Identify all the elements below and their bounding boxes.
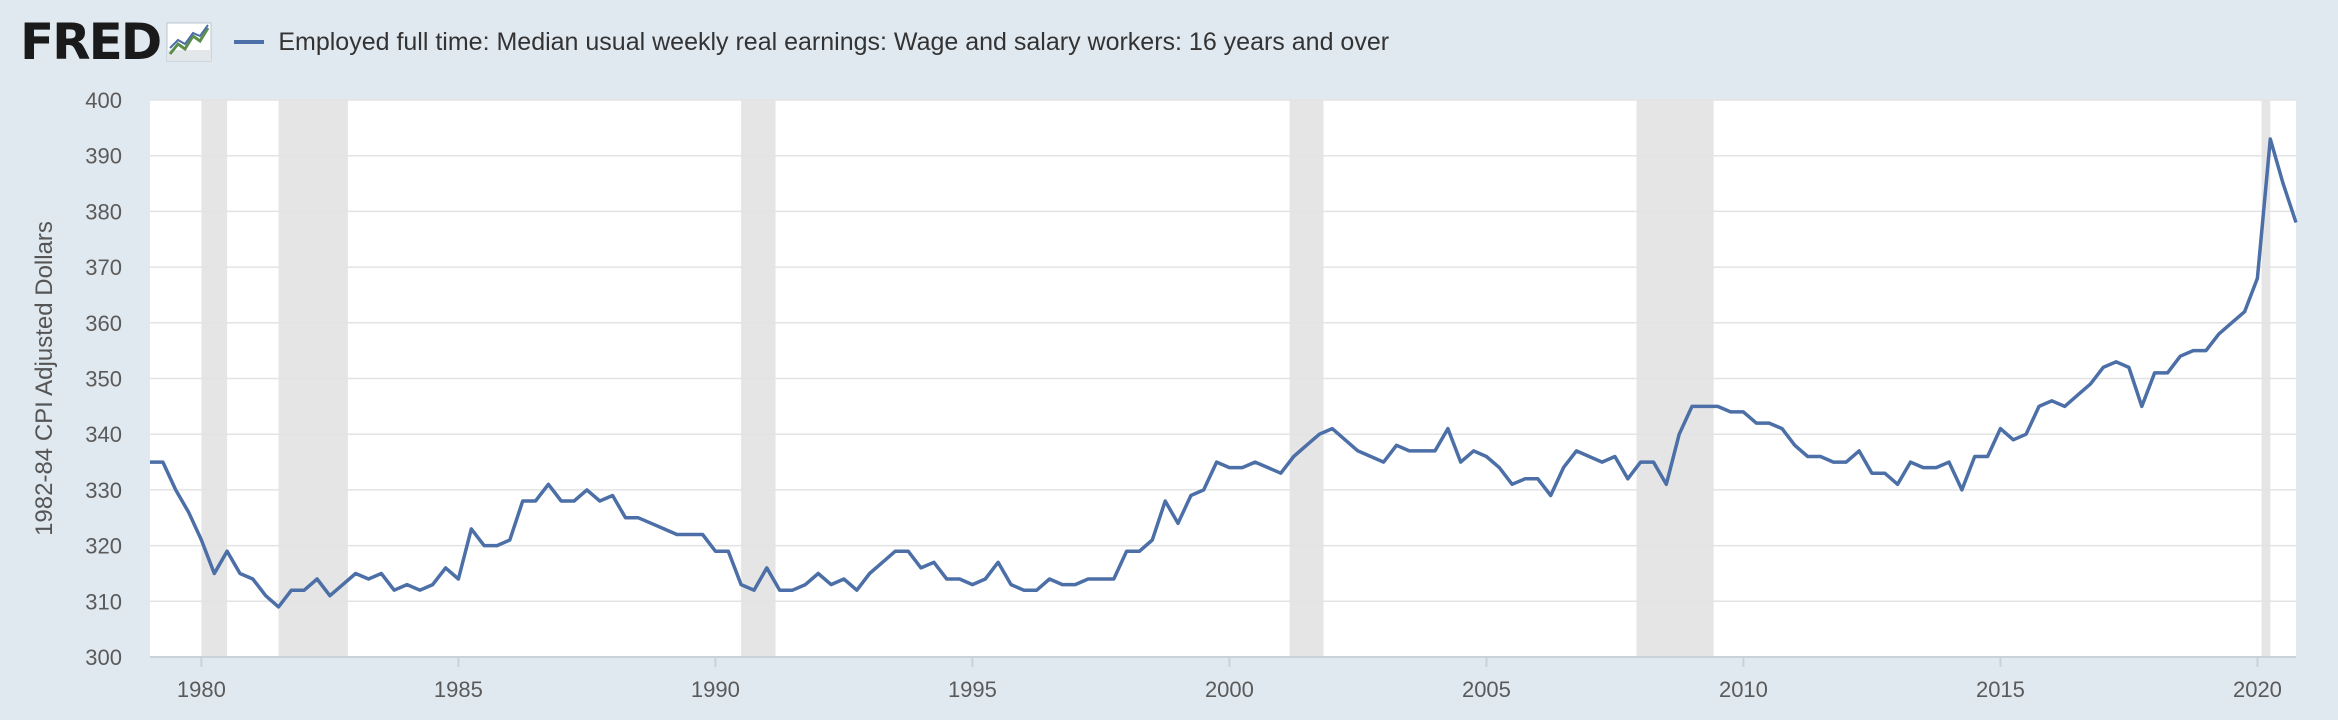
- y-tick-label-310: 310: [85, 589, 122, 614]
- x-tick-label-1995: 1995: [948, 677, 997, 702]
- fred-chart-icon: [166, 22, 212, 62]
- y-axis-ticks: 300 310 320 330 340 350 360 370 380 390 400: [85, 88, 122, 670]
- x-tick-label-2005: 2005: [1462, 677, 1511, 702]
- x-axis-ticks: 1980 1985 1990 1995 2000 2005 2010 2015 2020: [177, 657, 2282, 702]
- chart-header: FRED Employed full time: Median usual we…: [20, 12, 1389, 72]
- y-tick-label-360: 360: [85, 311, 122, 336]
- x-tick-label-1990: 1990: [691, 677, 740, 702]
- y-tick-label-300: 300: [85, 645, 122, 670]
- y-tick-label-370: 370: [85, 255, 122, 280]
- x-tick-label-1985: 1985: [434, 677, 483, 702]
- x-tick-label-2000: 2000: [1205, 677, 1254, 702]
- y-axis-title: 1982-84 CPI Adjusted Dollars: [31, 221, 58, 536]
- gridlines: [150, 99, 2296, 658]
- x-tick-label-2015: 2015: [1976, 677, 2025, 702]
- series-line[interactable]: [150, 137, 2298, 609]
- y-tick-label-380: 380: [85, 199, 122, 224]
- y-tick-label-340: 340: [85, 422, 122, 447]
- y-tick-label-400: 400: [85, 88, 122, 113]
- fred-logo[interactable]: FRED: [20, 13, 162, 71]
- x-tick-label-1980: 1980: [177, 677, 226, 702]
- y-tick-label-330: 330: [85, 478, 122, 503]
- x-tick-label-2020: 2020: [2233, 677, 2282, 702]
- legend-label[interactable]: Employed full time: Median usual weekly …: [278, 27, 1390, 56]
- y-tick-label-390: 390: [85, 144, 122, 169]
- y-tick-label-350: 350: [85, 367, 122, 392]
- x-tick-label-2010: 2010: [1719, 677, 1768, 702]
- legend-swatch: [234, 40, 265, 44]
- y-tick-label-320: 320: [85, 534, 122, 559]
